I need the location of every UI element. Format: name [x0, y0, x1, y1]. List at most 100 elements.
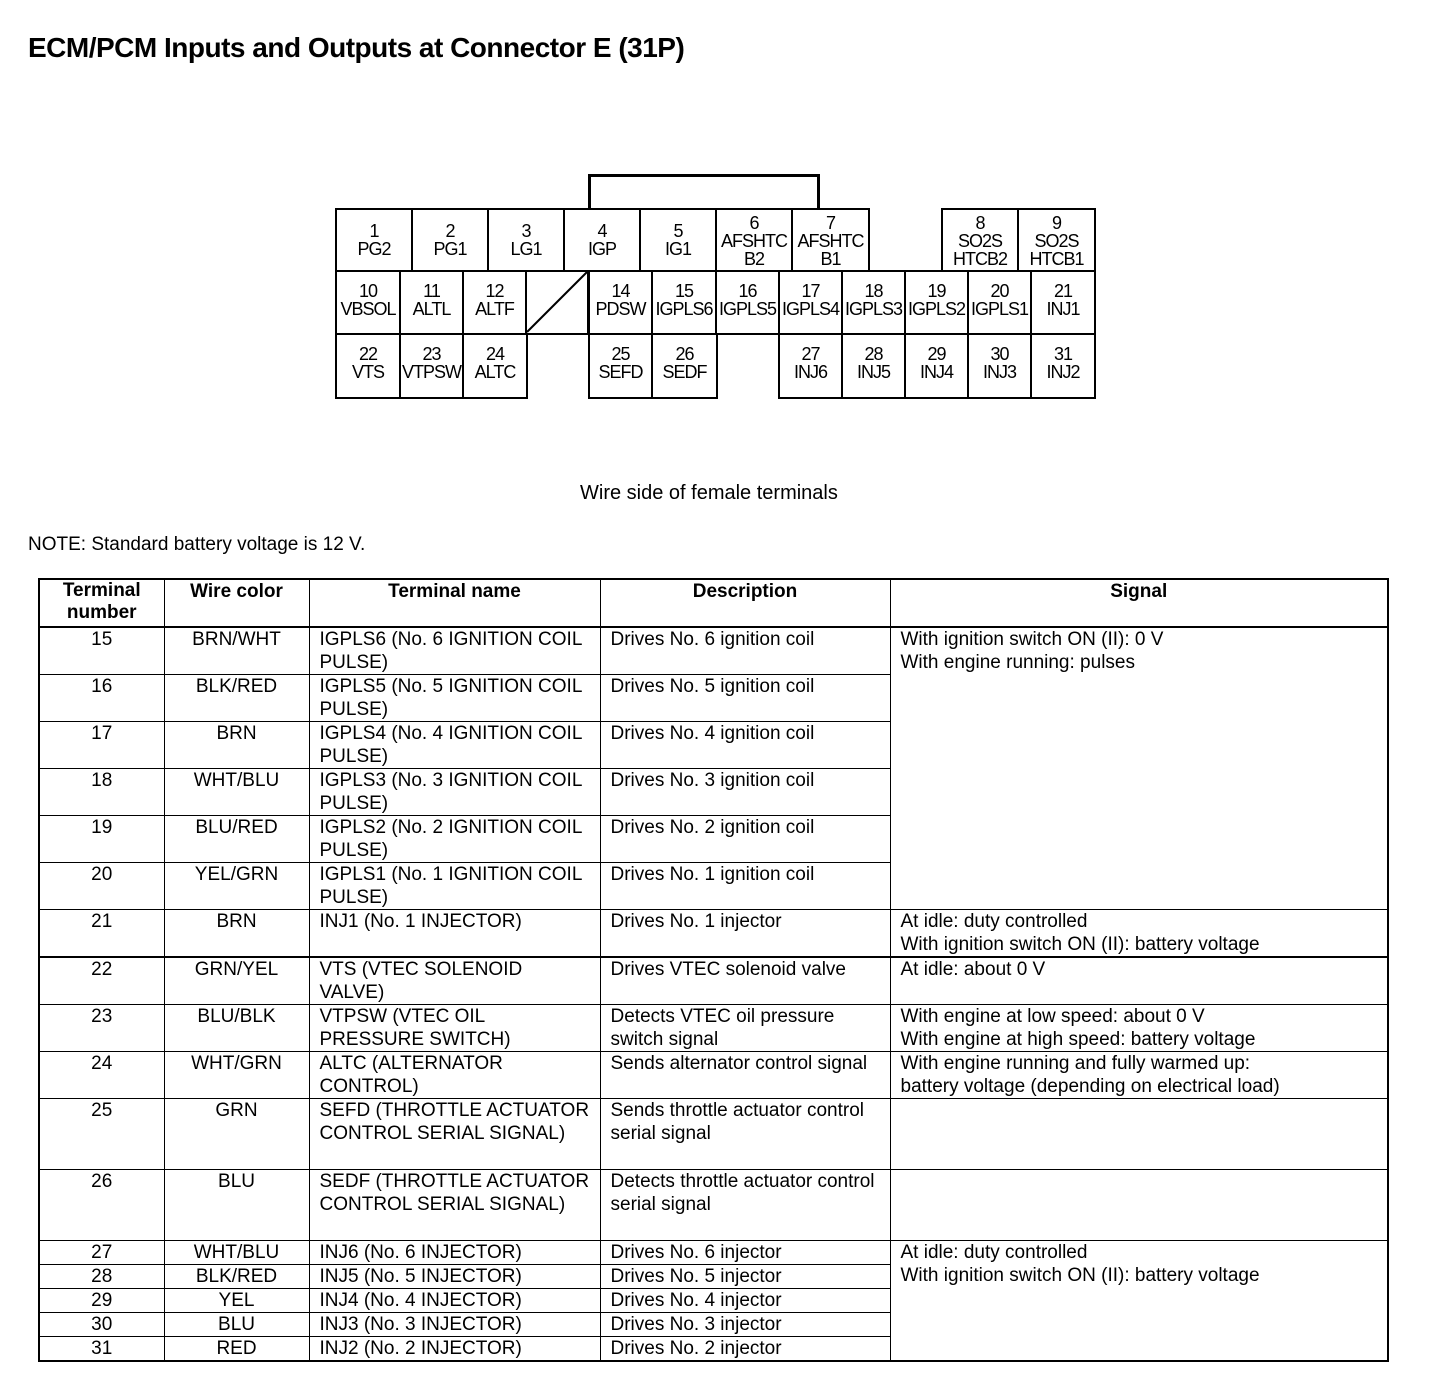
terminal-3: 3 LG1	[487, 208, 565, 272]
wire-color-cell: BLU/BLK	[163, 1004, 310, 1052]
table-row: 19 BLU/RED IGPLS2 (No. 2 IGNITION COIL PUL…	[38, 815, 1388, 863]
description-cell: Drives No. 1 ignition coil	[599, 862, 891, 910]
page-title: ECM/PCM Inputs and Outputs at Connector …	[28, 32, 685, 63]
terminal-name-cell: INJ1 (No. 1 INJECTOR)	[308, 909, 601, 958]
description-cell: Drives No. 2 ignition coil	[599, 815, 891, 863]
terminal-number: 12	[485, 281, 504, 301]
terminal-number: 22	[358, 344, 378, 364]
terminal-label: INJ1	[1046, 299, 1080, 319]
terminal-name-cell: IGPLS1 (No. 1 IGNITION COIL PULSE)	[308, 862, 601, 910]
terminal-number-cell: 21	[38, 909, 165, 958]
terminal-number-cell: 15	[38, 626, 165, 675]
terminal-number: 18	[864, 281, 883, 301]
table-row: 23 BLU/BLK VTPSW (VTEC OIL PRESSURE SWITCH…	[38, 1004, 1389, 1052]
terminal-number: 16	[738, 281, 757, 301]
terminal-label: LG1	[510, 239, 542, 259]
terminal-22: 22 VTS	[335, 333, 401, 399]
table-row: 31 RED INJ2 (No. 2 INJECTOR) Drives No. 2 i…	[38, 1336, 1388, 1362]
terminal-label: AFSHTC B2	[721, 231, 788, 269]
terminal-number: 3	[521, 221, 531, 241]
description-cell: Drives No. 4 ignition coil	[599, 721, 891, 769]
terminal-number-cell: 28	[38, 1264, 165, 1289]
terminal-number: 7	[825, 213, 836, 233]
terminal-18: 18 IGPLS3	[841, 270, 906, 335]
terminal-number: 28	[864, 344, 883, 364]
header-wire-color: Wire color	[163, 578, 310, 628]
table-row: 24 WHT/GRN ALTC (ALTERNATOR CONTROL) Sends …	[38, 1051, 1389, 1099]
terminal-number-cell: 24	[38, 1051, 165, 1099]
terminal-label: IG1	[664, 239, 692, 259]
terminal-number-cell: 22	[38, 956, 165, 1005]
terminal-number: 25	[611, 344, 630, 364]
terminal-label: VBSOL	[340, 299, 396, 319]
description-cell: Drives No. 6 ignition coil	[599, 626, 891, 675]
terminal-label: SEDF	[662, 362, 707, 382]
description-cell: Sends throttle actuator control serial s…	[599, 1098, 891, 1170]
terminal-5: 5 IG1	[639, 208, 717, 272]
terminal-table: Terminal number Wire color Terminal name…	[38, 578, 1389, 1362]
terminal-name-cell: IGPLS6 (No. 6 IGNITION COIL PULSE)	[308, 626, 601, 675]
terminal-27: 27 INJ6	[778, 333, 843, 399]
terminal-number: 24	[485, 344, 505, 364]
terminal-number: 30	[990, 344, 1009, 364]
terminal-number: 2	[445, 221, 455, 241]
terminal-name-cell: INJ6 (No. 6 INJECTOR)	[308, 1240, 601, 1265]
wire-color-cell: BLK/RED	[163, 674, 310, 722]
table-row: 25 GRN SEFD (THROTTLE ACTUATOR CONTROL SER…	[38, 1098, 1389, 1170]
wire-color-cell: BLU	[163, 1312, 310, 1337]
terminal-number-cell: 27	[38, 1240, 165, 1265]
table-row: 28 BLK/RED INJ5 (No. 5 INJECTOR) Drives No.…	[38, 1264, 1388, 1289]
signal-cell	[889, 1169, 1389, 1241]
wire-color-cell: GRN/YEL	[163, 956, 310, 1005]
terminal-name-cell: INJ4 (No. 4 INJECTOR)	[308, 1288, 601, 1313]
terminal-label: PG1	[433, 239, 467, 259]
table-row: 29 YEL INJ4 (No. 4 INJECTOR) Drives No. 4 i…	[38, 1288, 1388, 1313]
table-row: 20 YEL/GRN IGPLS1 (No. 1 IGNITION COIL PUL…	[38, 862, 1388, 910]
connector-lock-tab	[588, 174, 820, 210]
terminal-23: 23 VTPSW	[399, 333, 464, 399]
terminal-4: 4 IGP	[563, 208, 641, 272]
terminal-6: 6 AFSHTC B2	[715, 208, 793, 272]
terminal-number-cell: 31	[38, 1336, 165, 1362]
terminal-20: 20 IGPLS1	[967, 270, 1032, 335]
terminal-name-cell: SEFD (THROTTLE ACTUATOR CONTROL SERIAL S…	[308, 1098, 601, 1170]
terminal-number-cell: 29	[38, 1288, 165, 1313]
terminal-name-cell: IGPLS5 (No. 5 IGNITION COIL PULSE)	[308, 674, 601, 722]
terminal-number: 21	[1053, 281, 1073, 301]
description-cell: Drives VTEC solenoid valve	[599, 956, 891, 1005]
terminal-10: 10 VBSOL	[335, 270, 401, 335]
terminal-label: IGPLS3	[844, 299, 903, 319]
table-row: 30 BLU INJ3 (No. 3 INJECTOR) Drives No. 3 i…	[38, 1312, 1388, 1337]
terminal-number: 10	[358, 281, 378, 301]
signal-cell: At idle: duty controlled With ignition s…	[889, 1240, 1389, 1362]
terminal-14: 14 PDSW	[588, 270, 653, 335]
terminal-number-cell: 26	[38, 1169, 165, 1241]
terminal-29: 29 INJ4	[904, 333, 969, 399]
terminal-label: SO2S HTCB1	[1029, 231, 1084, 269]
wire-color-cell: BLU/RED	[163, 815, 310, 863]
terminal-label: ALTF	[475, 299, 515, 319]
terminal-label: PG2	[357, 239, 391, 259]
terminal-number: 9	[1051, 213, 1062, 233]
terminal-17: 17 IGPLS4	[778, 270, 843, 335]
description-cell: Drives No. 3 injector	[599, 1312, 891, 1337]
terminal-number: 23	[422, 344, 441, 364]
terminal-9: 9 SO2S HTCB1	[1017, 208, 1096, 272]
table-row: 27 WHT/BLU INJ6 (No. 6 INJECTOR) Drives No.…	[38, 1240, 1389, 1362]
terminal-label: IGPLS6	[655, 299, 713, 319]
terminal-number: 15	[674, 281, 694, 301]
wire-color-cell: YEL	[163, 1288, 310, 1313]
terminal-label: SO2S HTCB2	[952, 231, 1008, 269]
terminal-30: 30 INJ3	[967, 333, 1032, 399]
terminal-name-cell: INJ5 (No. 5 INJECTOR)	[308, 1264, 601, 1289]
signal-cell: At idle: about 0 V	[889, 956, 1389, 1005]
terminal-label: INJ6	[793, 362, 828, 382]
header-description: Description	[599, 578, 891, 628]
terminal-2: 2 PG1	[411, 208, 489, 272]
terminal-12: 12 ALTF	[462, 270, 527, 335]
terminal-8: 8 SO2S HTCB2	[941, 208, 1019, 272]
terminal-number: 31	[1053, 344, 1073, 364]
terminal-label: INJ5	[856, 362, 891, 382]
terminal-label: IGPLS2	[907, 299, 966, 319]
terminal-label: VTPSW	[401, 362, 462, 382]
